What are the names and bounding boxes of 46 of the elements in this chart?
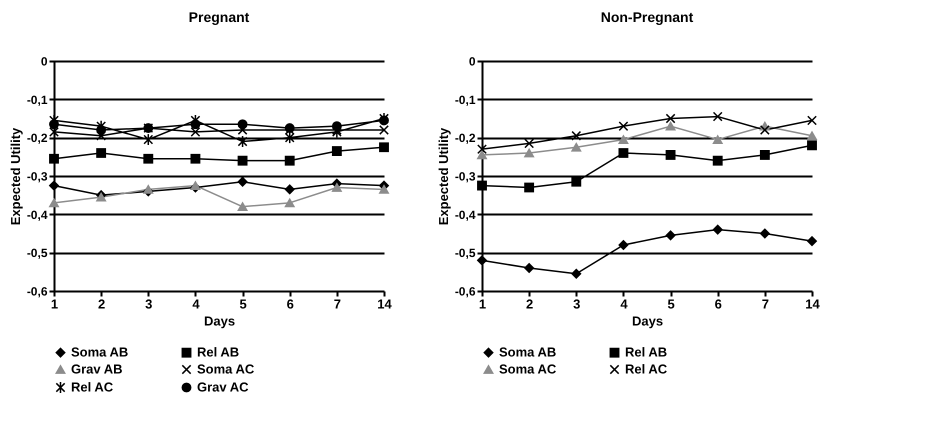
legend-label: Soma AC [499,362,557,376]
chart-title: Pregnant [188,9,250,25]
x-tick-label: 4 [192,296,200,312]
y-tick-label: -0,6 [26,284,48,298]
legend-label: Grav AB [71,362,123,376]
x-tick-label: 3 [145,296,152,312]
x-tick-label: 7 [762,296,769,312]
y-tick-label: -0,2 [454,131,476,146]
x-tick-label: 7 [334,296,341,312]
y-tick-label: -0,4 [454,208,476,222]
x-tick-label: 14 [377,296,392,312]
y-tick-label: -0,2 [26,131,48,146]
x-tick-label: 4 [620,296,628,312]
x-tick-label: 2 [526,296,534,312]
x-tick-label: 14 [805,296,820,312]
y-tick-label: 0 [40,54,48,68]
legend-label: Rel AC [71,380,114,394]
y-axis-title: Expected Utility [436,126,451,226]
y-tick-label: -0,3 [26,170,48,184]
x-axis-title: Days [632,314,664,328]
y-tick-label: 0 [468,54,476,68]
legend-label: Rel AB [625,344,668,360]
legend-label: Soma AB [71,344,128,360]
chart-title: Non-Pregnant [600,9,694,25]
x-tick-label: 3 [573,296,580,312]
x-axis-title: Days [204,314,236,328]
y-tick-label: -0,5 [454,246,476,260]
y-axis-title: Expected Utility [8,126,23,226]
y-tick-label: -0,1 [26,92,48,107]
x-tick-label: 6 [286,296,294,312]
legend-label: Soma AC [197,362,255,376]
legend-label: Rel AB [197,344,240,360]
x-tick-label: 6 [714,296,722,312]
legend-label: Grav AC [197,380,250,394]
y-tick-label: -0,5 [26,246,48,260]
x-tick-label: 2 [98,296,106,312]
y-tick-label: -0,6 [454,284,476,298]
y-tick-label: -0,1 [454,92,476,107]
x-tick-label: 5 [667,296,675,312]
legend-label: Rel AC [625,362,668,376]
x-tick-label: 1 [50,296,58,312]
legend-label: Soma AB [499,344,556,360]
y-tick-label: -0,4 [26,208,48,222]
x-tick-label: 5 [239,296,247,312]
x-tick-label: 1 [478,296,486,312]
y-tick-label: -0,3 [454,170,476,184]
